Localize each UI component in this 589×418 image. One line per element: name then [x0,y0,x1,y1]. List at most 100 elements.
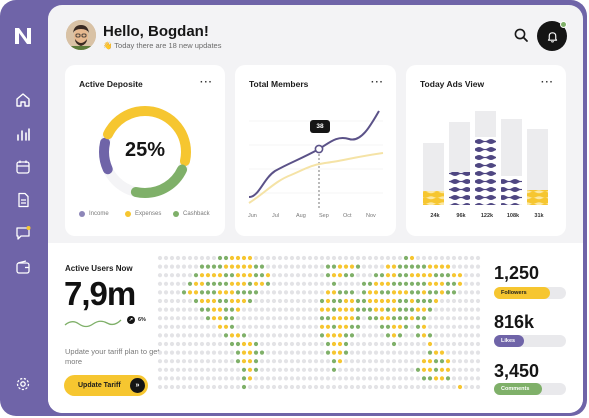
map-dot [319,359,325,364]
map-dot [403,333,409,338]
map-dot [223,367,229,372]
map-dot [415,341,421,347]
map-dot [259,307,265,312]
map-dot [325,316,331,321]
map-dot [415,281,421,286]
map-dot [319,255,325,261]
map-dot [223,307,229,312]
map-dot [373,255,379,261]
map-dot [457,273,463,278]
sidebar-item-wallet[interactable] [14,258,32,276]
map-dot [451,359,457,364]
map-dot [397,255,403,261]
month-label: Jul [272,213,280,219]
map-dot [355,273,361,278]
map-dot [367,341,373,347]
map-dot [277,290,283,295]
map-dot [403,290,409,295]
map-dot [355,307,361,312]
map-dot [427,324,433,329]
map-dot [403,264,409,269]
ads-menu-button[interactable]: ··· [541,77,554,88]
map-dot [289,264,295,269]
map-dot [235,281,241,286]
map-dot [169,359,175,364]
map-dot [277,341,283,347]
map-dot [259,384,265,390]
map-dot [439,281,445,286]
map-dot [253,359,259,364]
map-dot [373,333,379,338]
map-dot [433,290,439,295]
map-dot [157,333,163,338]
month-label: Jun [248,213,257,219]
map-dot [307,264,313,269]
map-dot [391,333,397,338]
map-dot [169,376,175,381]
map-dot [193,384,199,390]
map-dot [343,359,349,364]
sidebar-item-home[interactable] [14,91,32,109]
map-dot [259,324,265,329]
map-dot [325,384,331,390]
deposit-menu-button[interactable]: ··· [200,77,213,88]
sidebar-item-messages[interactable] [14,224,32,242]
map-dot [199,290,205,295]
map-dot [343,281,349,286]
map-dot [379,376,385,381]
map-dot [325,350,331,355]
avatar[interactable] [66,20,96,50]
map-dot [349,264,355,269]
donut-segment-expenses [99,106,191,198]
map-dot [223,290,229,295]
map-dot [367,376,373,381]
map-dot [193,255,199,261]
map-dot [379,307,385,312]
map-dot [385,324,391,329]
map-dot [223,264,229,269]
map-dot [367,281,373,286]
map-dot [361,324,367,329]
map-dot [169,333,175,338]
map-dot [247,255,253,261]
map-dot [283,384,289,390]
map-dot [421,316,427,321]
map-dot [355,333,361,338]
map-dot [397,290,403,295]
map-dot [295,333,301,338]
map-dot [361,255,367,261]
map-dot [379,290,385,295]
map-dot [373,316,379,321]
map-dot [241,350,247,355]
bar-value-label: 96k [456,213,466,219]
map-dot [367,350,373,355]
map-dot [199,255,205,261]
map-dot [457,255,463,261]
map-dot [331,281,337,286]
sidebar-item-calendar[interactable] [14,158,32,176]
active-users-value: 7,9m [64,275,136,312]
map-dot [331,359,337,364]
map-dot [163,341,169,347]
map-dot [343,255,349,261]
deposit-title: Active Deposite [79,79,143,89]
notifications-button[interactable] [537,21,567,51]
members-line-chart [248,110,384,209]
map-dot [439,298,445,304]
map-dot [463,298,469,304]
map-dot [415,359,421,364]
map-dot [163,367,169,372]
sidebar-item-documents[interactable] [14,191,32,209]
map-dot [433,341,439,347]
update-tariff-button[interactable]: Update Tariff » [64,375,148,396]
sidebar-item-analytics[interactable] [14,125,32,143]
map-dot [337,367,343,372]
search-icon[interactable] [513,27,529,43]
map-dot [259,341,265,347]
sidebar-item-settings[interactable] [14,375,32,393]
members-menu-button[interactable]: ··· [371,77,384,88]
map-dot [157,350,163,355]
bar-value-label: 31k [534,213,544,219]
map-dot [373,290,379,295]
map-dot [169,273,175,278]
